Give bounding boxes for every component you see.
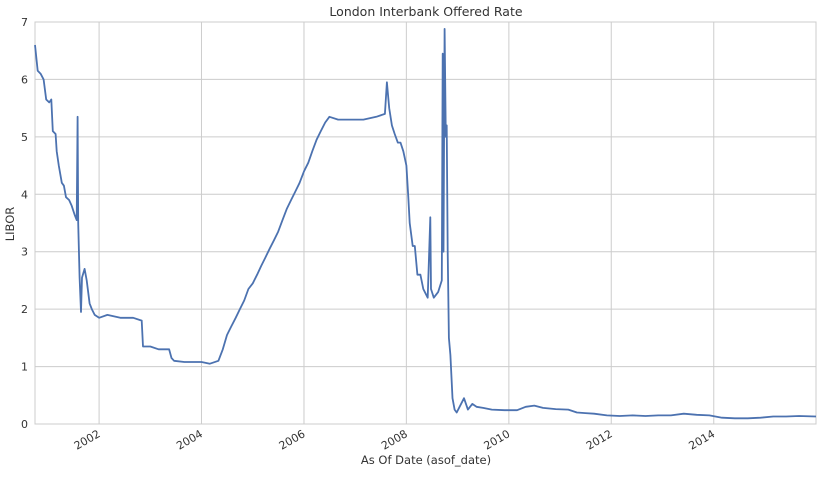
x-axis-label: As Of Date (asof_date) xyxy=(361,453,491,467)
y-tick-label: 2 xyxy=(21,303,28,316)
series-layer xyxy=(34,28,817,420)
grid-layer xyxy=(34,21,817,425)
y-tick-label: 4 xyxy=(21,188,28,201)
y-tick-label: 1 xyxy=(21,361,28,374)
y-axis-label: LIBOR xyxy=(3,207,17,242)
y-tick-label: 7 xyxy=(21,16,28,29)
chart-title: London Interbank Offered Rate xyxy=(329,4,522,19)
y-tick-label: 5 xyxy=(21,131,28,144)
y-tick-label: 0 xyxy=(21,418,28,431)
y-tick-label: 3 xyxy=(21,246,28,259)
libor-series-line xyxy=(34,28,817,420)
plot-frame xyxy=(34,21,817,425)
y-tick-label: 6 xyxy=(21,73,28,86)
